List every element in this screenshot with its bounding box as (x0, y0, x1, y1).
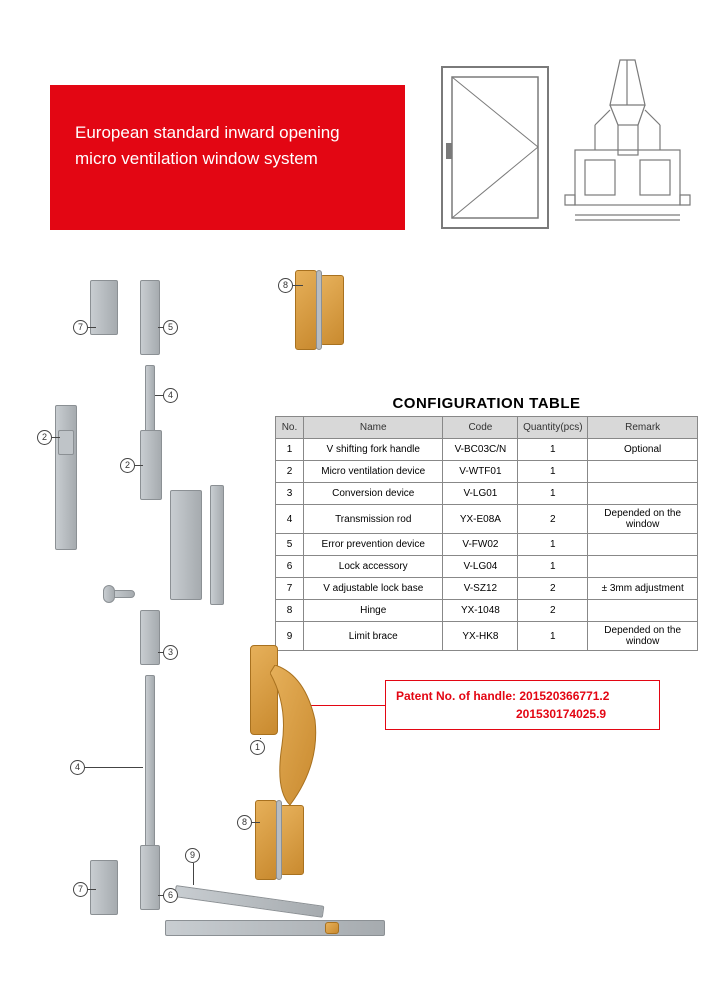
callout-line (155, 395, 163, 396)
table-cell: V-FW02 (443, 534, 518, 556)
callout-7-bottom: 7 (73, 882, 88, 897)
part-rod-lower (145, 675, 155, 860)
table-cell: Optional (588, 439, 698, 461)
table-cell: Depended on the window (588, 622, 698, 651)
callout-2-inner: 2 (120, 458, 135, 473)
part-hinge-bottom-pin (276, 800, 282, 880)
table-cell (588, 483, 698, 505)
part-handle-lever (270, 665, 325, 810)
table-cell: V-LG04 (443, 556, 518, 578)
callout-line (293, 285, 303, 286)
callout-7-top: 7 (73, 320, 88, 335)
table-cell: 1 (518, 461, 588, 483)
table-cell (588, 461, 698, 483)
table-cell: 1 (518, 439, 588, 461)
part-micro-vent-knob (58, 430, 74, 455)
part-lock-body (170, 490, 202, 600)
table-cell: V-BC03C/N (443, 439, 518, 461)
th-rem: Remark (588, 417, 698, 439)
table-cell: ± 3mm adjustment (588, 578, 698, 600)
part-hinge-top-a (295, 270, 317, 350)
callout-6: 6 (163, 888, 178, 903)
part-hinge-top-b (320, 275, 344, 345)
callout-2-left: 2 (37, 430, 52, 445)
part-limit-brace-track (165, 920, 385, 936)
callout-line (52, 437, 60, 438)
table-cell: V-WTF01 (443, 461, 518, 483)
callout-8-top: 8 (278, 278, 293, 293)
part-key-head (103, 585, 115, 603)
callout-line (85, 767, 143, 768)
table-cell: 2 (518, 600, 588, 622)
title-text: European standard inward opening micro v… (75, 123, 340, 168)
exploded-view: 8 7 5 4 2 2 3 4 1 8 7 6 9 (55, 270, 435, 960)
callout-line (158, 652, 164, 653)
table-cell (588, 600, 698, 622)
callout-3: 3 (163, 645, 178, 660)
part-hinge-bottom-a (255, 800, 277, 880)
profile-schematic (560, 55, 695, 230)
window-schematic (440, 65, 550, 230)
table-cell: YX-E08A (443, 505, 518, 534)
callout-8-bottom: 8 (237, 815, 252, 830)
table-cell: 2 (518, 578, 588, 600)
callout-1: 1 (250, 740, 265, 755)
table-cell: YX-1048 (443, 600, 518, 622)
part-micro-vent-inner (140, 430, 162, 500)
table-cell: V-SZ12 (443, 578, 518, 600)
callout-4-upper: 4 (163, 388, 178, 403)
patent-num1: 201520366771.2 (519, 689, 609, 703)
callout-4-lower: 4 (70, 760, 85, 775)
part-lock-accessory (140, 845, 160, 910)
th-code: Code (443, 417, 518, 439)
part-error-prevention (140, 280, 160, 355)
table-cell: V-LG01 (443, 483, 518, 505)
callout-line (158, 327, 164, 328)
callout-line (135, 465, 143, 466)
part-hinge-bottom-b (280, 805, 304, 875)
part-conversion (140, 610, 160, 665)
table-cell: 2 (518, 505, 588, 534)
part-micro-vent-left (55, 405, 77, 550)
callout-line (193, 863, 194, 885)
title-box: European standard inward opening micro v… (50, 85, 405, 230)
table-cell (588, 534, 698, 556)
table-cell: YX-HK8 (443, 622, 518, 651)
callout-line (252, 822, 260, 823)
table-cell: 1 (518, 622, 588, 651)
part-limit-brace-slider (325, 922, 339, 934)
callout-line (88, 327, 96, 328)
part-limit-brace-arm (174, 885, 324, 918)
table-cell: Depended on the window (588, 505, 698, 534)
table-cell: 1 (518, 483, 588, 505)
callout-9: 9 (185, 848, 200, 863)
table-cell: 1 (518, 534, 588, 556)
th-qty: Quantity(pcs) (518, 417, 588, 439)
callout-line (158, 895, 164, 896)
part-strike-plate (210, 485, 224, 605)
table-cell: 1 (518, 556, 588, 578)
callout-5: 5 (163, 320, 178, 335)
part-hinge-top-pin (316, 270, 322, 350)
callout-line (88, 889, 96, 890)
table-cell (588, 556, 698, 578)
part-lockbase-bottom (90, 860, 118, 915)
callout-line (260, 738, 261, 739)
